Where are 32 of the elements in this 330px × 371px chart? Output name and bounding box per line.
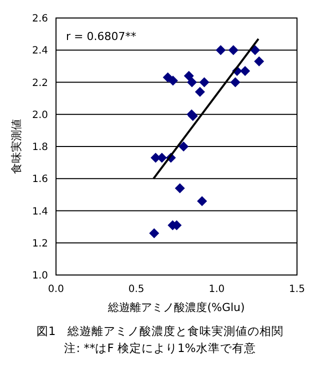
y-tick-label: 1.0 [32, 270, 48, 282]
y-tick-label: 2.4 [32, 46, 48, 57]
text: 注: **はF 検定により1%水準で有意 [64, 341, 256, 355]
point [197, 196, 208, 206]
y-tick-label: 2.6 [32, 14, 48, 24]
point [254, 56, 264, 66]
y-tick-label: 1.6 [32, 174, 48, 186]
x-axis-title: 総遊離アミノ酸濃度(%Glu) [107, 301, 245, 314]
y-tick-label: 2.2 [32, 78, 48, 89]
point [194, 86, 205, 97]
x-tick-label: 1.5 [289, 284, 305, 295]
point [240, 66, 250, 76]
y-tick-label: 2.0 [32, 110, 48, 121]
y-tick-label: 1.2 [32, 238, 48, 250]
point [199, 77, 210, 88]
y-tick-label: 1.4 [32, 206, 48, 218]
x-tick-label: 1.0 [208, 284, 225, 295]
x-tick-label: 0.5 [128, 284, 144, 295]
annotation: r = 0.6807** [66, 30, 137, 43]
y-tick-label: 1.8 [32, 142, 48, 153]
y-axis-title: 食味実測値 [10, 119, 23, 174]
point [186, 77, 197, 88]
point [178, 142, 189, 152]
point [228, 45, 238, 56]
point [230, 77, 240, 88]
text: 図1 総遊離アミノ酸濃度と食味実測値の相関 [36, 324, 284, 338]
point [216, 45, 226, 56]
point [184, 70, 194, 81]
point [149, 228, 160, 238]
x-tick-label: 0.0 [48, 284, 64, 295]
point [174, 183, 185, 194]
point [168, 76, 178, 86]
